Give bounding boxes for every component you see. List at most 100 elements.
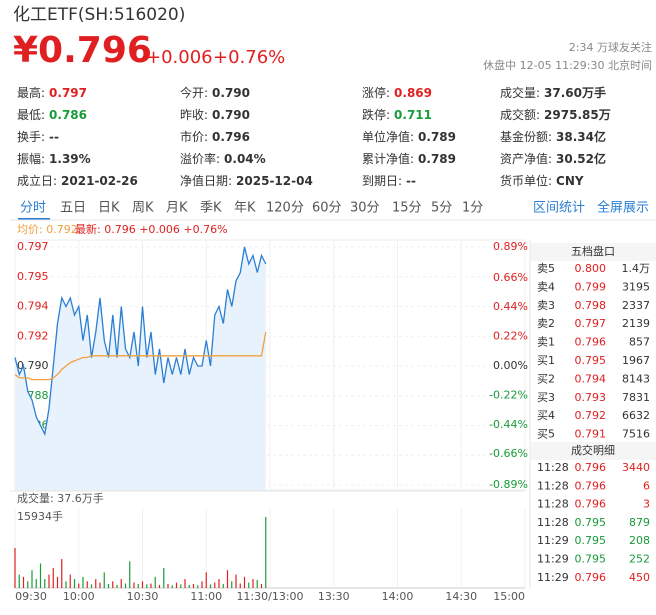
book-volume: 1.4万 bbox=[622, 262, 651, 275]
trade-time: 11:29 bbox=[537, 534, 569, 547]
book-side: 买3 bbox=[537, 391, 555, 404]
x-tick-label: 11:30/13:00 bbox=[236, 590, 303, 603]
trade-price: 0.795 bbox=[575, 516, 607, 529]
volume-bar bbox=[73, 579, 76, 588]
trade-time: 11:29 bbox=[537, 553, 569, 566]
y-tick-label: 0.790 bbox=[17, 359, 49, 372]
stat-label: 跌停: bbox=[362, 107, 390, 122]
panel-header bbox=[531, 243, 656, 261]
book-volume: 2337 bbox=[622, 299, 650, 312]
stat: 最高: 0.797 bbox=[17, 85, 87, 100]
stat-value: 0.786 bbox=[49, 108, 87, 122]
stat-value: 0.796 bbox=[212, 130, 250, 144]
stat-value: 30.52亿 bbox=[556, 151, 606, 166]
trade-price: 0.795 bbox=[575, 534, 607, 547]
trade-time: 11:28 bbox=[537, 461, 569, 474]
trade-price: 0.796 bbox=[575, 571, 607, 584]
stat-value: 1.39% bbox=[49, 152, 91, 166]
trade-volume: 450 bbox=[629, 571, 650, 584]
trade-volume: 3 bbox=[643, 498, 650, 511]
volume-bar bbox=[256, 579, 258, 588]
stat-value: 2975.85万 bbox=[544, 108, 611, 122]
volume-bar bbox=[218, 579, 220, 588]
stat-label: 成立日: bbox=[17, 173, 57, 188]
stat-label: 市价: bbox=[180, 129, 208, 144]
stat-label: 成交量: bbox=[500, 85, 540, 100]
stat-value: 0.711 bbox=[394, 108, 432, 122]
volume-bar bbox=[226, 570, 229, 588]
volume-bar bbox=[22, 576, 25, 588]
stat-label: 今开: bbox=[180, 85, 208, 100]
tab[interactable]: 周K bbox=[132, 201, 154, 216]
y-tick-label: 0.795 bbox=[17, 270, 49, 283]
volume-bar bbox=[120, 579, 122, 588]
volume-bar bbox=[243, 576, 246, 588]
stat-value: 0.869 bbox=[394, 86, 432, 100]
book-volume: 8143 bbox=[622, 372, 650, 385]
volume-bar bbox=[52, 567, 54, 588]
tab[interactable]: 分时 bbox=[20, 201, 46, 216]
book-side: 买4 bbox=[537, 409, 555, 422]
y2-tick-label: -0.44% bbox=[489, 418, 528, 431]
book-side: 卖3 bbox=[537, 299, 555, 312]
volume-bar bbox=[129, 561, 131, 588]
tab[interactable]: 月K bbox=[166, 201, 188, 216]
tab[interactable]: 1分 bbox=[462, 201, 483, 216]
stat-label: 成交额: bbox=[500, 107, 540, 122]
volume-bar bbox=[61, 559, 63, 588]
x-tick-label: 11:00 bbox=[190, 590, 222, 603]
volume-bar bbox=[167, 583, 169, 588]
tab[interactable]: 五日 bbox=[60, 201, 86, 216]
volume-bar bbox=[103, 572, 105, 588]
book-side: 买1 bbox=[537, 354, 555, 367]
volume-bar bbox=[14, 547, 16, 588]
stat: 净值日期: 2025-12-04 bbox=[180, 173, 313, 188]
x-tick-label: 14:30 bbox=[445, 590, 477, 603]
volume-bar bbox=[197, 585, 199, 588]
stat-label: 货币单位: bbox=[500, 173, 552, 188]
tab-action[interactable]: 全屏展示 bbox=[597, 200, 649, 216]
y-tick-label: 0.794 bbox=[17, 300, 49, 313]
line bbox=[14, 246, 267, 437]
book-side: 买2 bbox=[537, 372, 555, 385]
volume-bar bbox=[239, 583, 241, 588]
stat-label: 涨停: bbox=[362, 85, 390, 100]
price: ¥0.796 bbox=[13, 30, 152, 71]
book-side: 卖4 bbox=[537, 280, 555, 293]
x-tick-label: 10:30 bbox=[127, 590, 159, 603]
tab[interactable]: 30分 bbox=[350, 201, 380, 216]
volume-bar bbox=[214, 582, 216, 588]
change: +0.006 bbox=[146, 47, 213, 68]
tab[interactable]: 120分 bbox=[266, 201, 304, 216]
volume-bar bbox=[146, 584, 148, 588]
tab[interactable]: 日K bbox=[98, 201, 120, 216]
tab[interactable]: 年K bbox=[234, 201, 256, 216]
legend-entry: 最新: 0.796 +0.006 +0.76% bbox=[75, 222, 228, 236]
tab[interactable]: 5分 bbox=[431, 201, 452, 216]
book-volume: 2139 bbox=[622, 317, 650, 330]
volume-bar bbox=[112, 581, 114, 588]
volume-bar bbox=[78, 583, 80, 588]
stat: 资产净值: 30.52亿 bbox=[500, 151, 606, 166]
y2-tick-label: 0.00% bbox=[493, 359, 528, 372]
stat-value: 0.790 bbox=[212, 108, 250, 122]
trade-volume: 6 bbox=[643, 479, 650, 492]
trade-volume: 3440 bbox=[622, 461, 650, 474]
trade-volume: 879 bbox=[629, 516, 650, 529]
tab-action[interactable]: 区间统计 bbox=[533, 201, 585, 216]
stat-value: 0.797 bbox=[49, 86, 87, 100]
stat: 涨停: 0.869 bbox=[362, 85, 432, 100]
volume-bar bbox=[107, 583, 110, 588]
volume-bar bbox=[82, 576, 84, 588]
stat: 成交额: 2975.85万 bbox=[500, 107, 611, 122]
stat: 今开: 0.790 bbox=[180, 85, 250, 100]
stat-value: 2025-12-04 bbox=[236, 174, 313, 188]
stat: 货币单位: CNY bbox=[500, 173, 584, 188]
stat-label: 单位净值: bbox=[362, 129, 414, 144]
tab[interactable]: 60分 bbox=[312, 201, 342, 216]
volume-bar bbox=[99, 582, 101, 588]
order-book-title: 五档盘口 bbox=[571, 244, 615, 258]
tab[interactable]: 15分 bbox=[392, 201, 422, 216]
trade-price: 0.796 bbox=[575, 479, 607, 492]
tab[interactable]: 季K bbox=[200, 201, 222, 216]
